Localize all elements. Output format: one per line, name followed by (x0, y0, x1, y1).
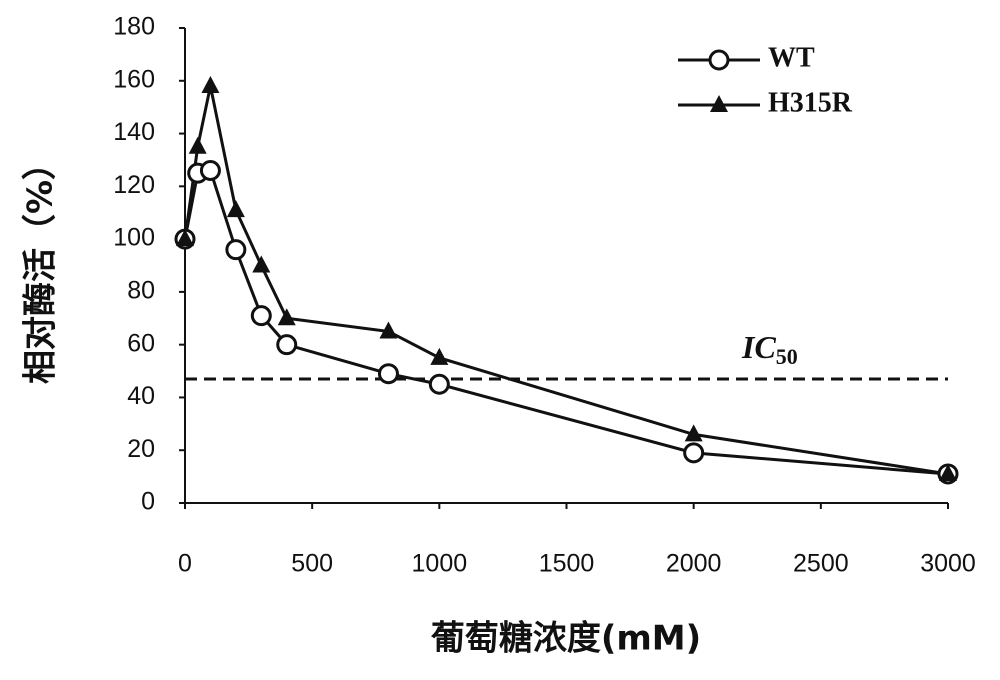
x-tick-label: 2500 (793, 550, 849, 578)
legend-label: H315R (768, 87, 853, 118)
reference-label: IC50 (741, 329, 798, 369)
y-tick-label: 80 (127, 276, 155, 304)
marker (683, 442, 705, 464)
y-tick-label: 60 (127, 329, 155, 357)
x-tick-label: 3000 (920, 550, 976, 578)
x-tick-label: 1500 (539, 550, 595, 578)
x-axis-title: 葡萄糖浓度(mM) (431, 619, 701, 659)
y-tick-label: 180 (113, 13, 155, 41)
reference-label-main: IC (741, 329, 776, 365)
legend-marker (708, 49, 730, 71)
marker (252, 255, 271, 273)
marker (176, 229, 194, 247)
series-line (183, 168, 949, 476)
x-tick-label: 2000 (666, 550, 722, 578)
marker (684, 424, 703, 442)
x-tick-label: 500 (291, 550, 333, 578)
marker (377, 363, 399, 385)
marker (201, 76, 220, 94)
marker (225, 239, 247, 261)
marker (199, 160, 221, 181)
x-tick-label: 0 (178, 550, 192, 578)
marker (430, 347, 449, 365)
marker (277, 308, 296, 326)
y-tick-label: 20 (127, 435, 155, 463)
marker (226, 200, 245, 218)
legend-marker (710, 95, 728, 112)
y-tick-label: 0 (141, 488, 155, 516)
legend-label: WT (768, 42, 815, 73)
y-tick-label: 120 (113, 171, 155, 199)
marker (276, 334, 298, 356)
y-axis-title: 相对酶活（%） (21, 146, 61, 384)
x-tick-label: 1000 (412, 550, 468, 578)
y-tick-label: 140 (113, 118, 155, 146)
y-tick-label: 40 (127, 382, 155, 410)
marker (939, 463, 957, 481)
marker (188, 136, 207, 154)
y-tick-label: 160 (113, 65, 155, 93)
marker (379, 321, 398, 339)
series-line (183, 85, 949, 476)
marker (428, 373, 450, 395)
marker (250, 305, 272, 327)
y-tick-label: 100 (113, 224, 155, 252)
reference-label-sub: 50 (776, 344, 798, 369)
